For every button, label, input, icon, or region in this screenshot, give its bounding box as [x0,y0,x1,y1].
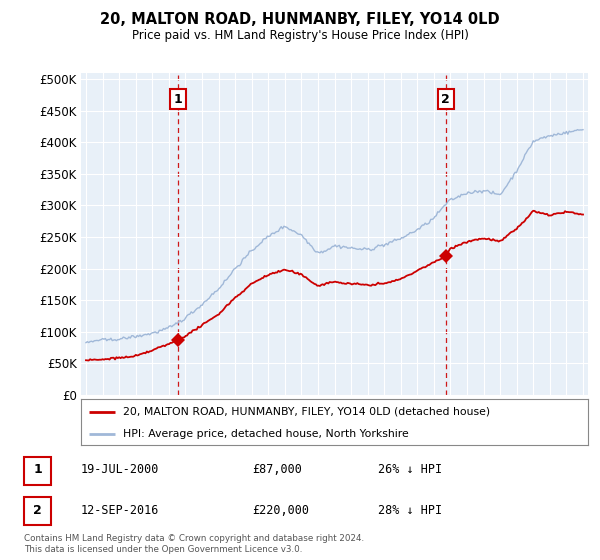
Text: Price paid vs. HM Land Registry's House Price Index (HPI): Price paid vs. HM Land Registry's House … [131,29,469,42]
Text: 2: 2 [33,503,42,517]
Text: 20, MALTON ROAD, HUNMANBY, FILEY, YO14 0LD: 20, MALTON ROAD, HUNMANBY, FILEY, YO14 0… [100,12,500,27]
Text: 12-SEP-2016: 12-SEP-2016 [81,503,160,517]
Text: 20, MALTON ROAD, HUNMANBY, FILEY, YO14 0LD (detached house): 20, MALTON ROAD, HUNMANBY, FILEY, YO14 0… [123,407,490,417]
Text: 28% ↓ HPI: 28% ↓ HPI [378,503,442,517]
Text: Contains HM Land Registry data © Crown copyright and database right 2024.
This d: Contains HM Land Registry data © Crown c… [24,534,364,554]
Text: HPI: Average price, detached house, North Yorkshire: HPI: Average price, detached house, Nort… [123,429,409,438]
Text: 1: 1 [33,463,42,477]
Text: £87,000: £87,000 [252,463,302,477]
Text: £220,000: £220,000 [252,503,309,517]
Text: 1: 1 [173,93,182,106]
Text: 2: 2 [442,93,450,106]
Text: 26% ↓ HPI: 26% ↓ HPI [378,463,442,477]
Text: 19-JUL-2000: 19-JUL-2000 [81,463,160,477]
